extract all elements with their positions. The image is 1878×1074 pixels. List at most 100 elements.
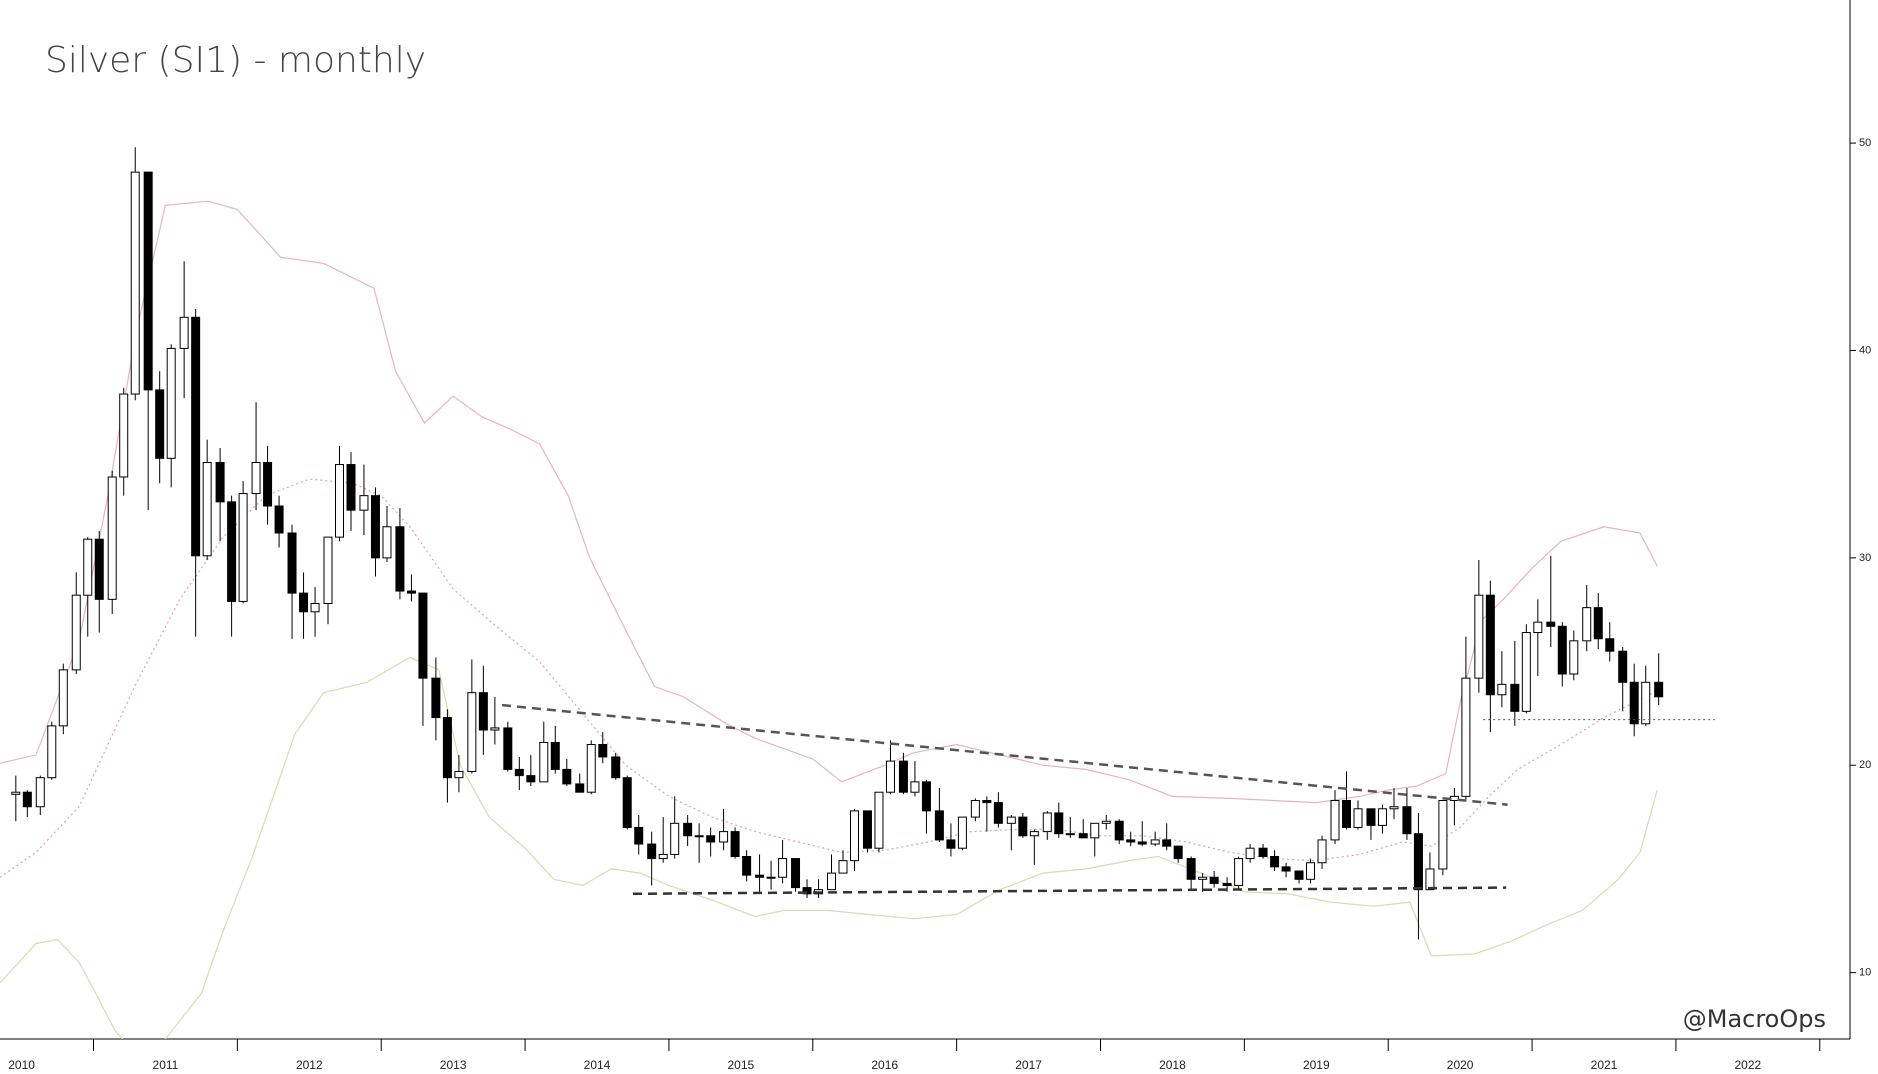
candle-body bbox=[58, 669, 68, 727]
candle-body bbox=[1510, 683, 1520, 712]
candle-body bbox=[335, 464, 345, 538]
candle-body bbox=[1006, 816, 1016, 824]
candle-body bbox=[47, 725, 57, 779]
candle-body bbox=[575, 783, 585, 793]
candle-body bbox=[1353, 808, 1363, 828]
candle-body bbox=[766, 876, 776, 879]
candles-layer bbox=[11, 147, 1664, 940]
candle-body bbox=[1582, 607, 1592, 642]
candle-body bbox=[1018, 816, 1028, 837]
candle-body bbox=[755, 874, 765, 878]
candle-body bbox=[1078, 833, 1088, 839]
candle-body bbox=[238, 493, 248, 602]
x-tick-label: 2019 bbox=[1303, 1058, 1330, 1072]
x-tick-label: 2016 bbox=[871, 1058, 898, 1072]
candle-body bbox=[1449, 795, 1459, 802]
candle-body bbox=[1029, 831, 1039, 837]
candle-body bbox=[71, 594, 81, 671]
candle-body bbox=[119, 393, 129, 478]
candle-body bbox=[1438, 800, 1448, 870]
candle-body bbox=[683, 822, 693, 837]
candle-body bbox=[418, 592, 428, 679]
candle-body bbox=[1546, 621, 1556, 627]
chart-title: Silver (SI1) - monthly bbox=[45, 40, 426, 81]
x-tick-label: 2013 bbox=[440, 1058, 467, 1072]
candle-body bbox=[1245, 847, 1255, 860]
candle-body bbox=[1198, 876, 1208, 880]
candle-body bbox=[1557, 625, 1567, 675]
candle-body bbox=[1090, 822, 1100, 839]
candle-body bbox=[550, 741, 560, 770]
candle-body bbox=[1317, 839, 1327, 864]
candle-body bbox=[791, 858, 801, 889]
candle-body bbox=[1654, 681, 1664, 698]
candle-body bbox=[22, 791, 32, 808]
candle-body bbox=[1641, 681, 1651, 725]
candle-body bbox=[94, 538, 104, 600]
candle-body bbox=[1425, 868, 1435, 891]
candle-body bbox=[251, 461, 261, 495]
band-line bbox=[0, 656, 1658, 1039]
candle-body bbox=[910, 781, 920, 793]
x-tick-label: 2021 bbox=[1591, 1058, 1618, 1072]
candle-body bbox=[742, 856, 752, 876]
candle-body bbox=[454, 770, 464, 779]
candle-body bbox=[1294, 870, 1304, 880]
x-tick-label: 2010 bbox=[8, 1058, 35, 1072]
candle-body bbox=[921, 781, 931, 812]
candle-body bbox=[431, 677, 441, 719]
candle-body bbox=[1605, 638, 1615, 652]
candle-body bbox=[406, 590, 416, 594]
lines-layer bbox=[0, 200, 1658, 1039]
candle-body bbox=[778, 858, 788, 878]
candle-body bbox=[490, 727, 500, 731]
candle-body bbox=[1402, 806, 1412, 835]
candle-body bbox=[598, 744, 608, 758]
candle-body bbox=[1054, 812, 1064, 835]
x-tick-label: 2015 bbox=[728, 1058, 755, 1072]
x-tick-label: 2018 bbox=[1159, 1058, 1186, 1072]
candle-body bbox=[838, 860, 848, 874]
candle-body bbox=[1330, 800, 1340, 841]
candle-body bbox=[1222, 882, 1232, 887]
candle-body bbox=[694, 835, 704, 838]
candle-body bbox=[35, 777, 45, 808]
candle-body bbox=[1258, 847, 1268, 858]
candle-body bbox=[1497, 683, 1507, 696]
candle-body bbox=[1101, 820, 1111, 824]
candle-body bbox=[586, 744, 596, 793]
candle-body bbox=[191, 316, 201, 557]
candle-body bbox=[730, 831, 740, 858]
candle-body bbox=[263, 461, 273, 507]
candle-body bbox=[1593, 607, 1603, 640]
candle-body bbox=[130, 171, 140, 395]
candle-body bbox=[1533, 621, 1543, 634]
y-tick-label: 50 bbox=[1859, 137, 1871, 149]
candle-body bbox=[1137, 841, 1147, 845]
watermark: @MacroOps bbox=[1683, 1005, 1826, 1033]
candle-body bbox=[1186, 858, 1196, 880]
y-tick-label: 20 bbox=[1859, 759, 1871, 771]
candle-body bbox=[299, 592, 309, 613]
candle-body bbox=[478, 692, 488, 731]
candle-body bbox=[382, 526, 392, 559]
candle-body bbox=[562, 768, 572, 785]
candle-body bbox=[1065, 833, 1075, 836]
candle-body bbox=[287, 532, 297, 594]
band-line bbox=[0, 200, 1658, 804]
x-tick-label: 2014 bbox=[584, 1058, 611, 1072]
candle-body bbox=[1126, 839, 1136, 843]
candle-body bbox=[874, 791, 884, 849]
candle-body bbox=[526, 775, 536, 783]
candle-body bbox=[634, 826, 644, 845]
candle-body bbox=[1209, 876, 1219, 884]
candle-body bbox=[1306, 862, 1316, 880]
candle-body bbox=[1173, 845, 1183, 860]
candle-body bbox=[982, 800, 992, 804]
candle-body bbox=[802, 887, 812, 895]
trend-line bbox=[632, 886, 1507, 896]
x-tick-label: 2012 bbox=[296, 1058, 323, 1072]
candle-body bbox=[862, 810, 872, 849]
y-tick-label: 30 bbox=[1859, 552, 1871, 564]
